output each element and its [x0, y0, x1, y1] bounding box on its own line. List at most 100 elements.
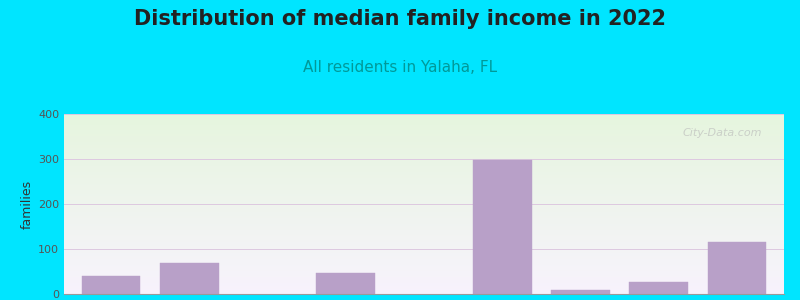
Bar [64, 180, 784, 181]
Bar [64, 260, 784, 262]
Bar [64, 268, 784, 269]
Bar [64, 143, 784, 144]
Bar [64, 214, 784, 215]
Bar [64, 192, 784, 193]
Bar [64, 158, 784, 160]
Bar [64, 236, 784, 238]
Bar [64, 138, 784, 139]
Bar [64, 193, 784, 194]
Bar [64, 205, 784, 206]
Bar [64, 162, 784, 163]
Bar [64, 173, 784, 174]
Bar [64, 198, 784, 199]
Bar [64, 191, 784, 192]
Bar [64, 274, 784, 275]
Bar [64, 242, 784, 244]
Bar [64, 128, 784, 130]
Bar [64, 161, 784, 162]
Bar [64, 226, 784, 227]
Bar [64, 204, 784, 205]
Bar [64, 160, 784, 161]
Bar [64, 266, 784, 268]
Bar [64, 293, 784, 294]
Bar [64, 142, 784, 143]
Bar [64, 185, 784, 186]
Text: City-Data.com: City-Data.com [683, 128, 762, 138]
Bar [64, 257, 784, 258]
Bar [64, 263, 784, 264]
Bar [64, 156, 784, 157]
Bar [64, 132, 784, 133]
Bar [64, 277, 784, 278]
Bar [64, 127, 784, 128]
Text: All residents in Yalaha, FL: All residents in Yalaha, FL [303, 60, 497, 75]
Bar [64, 276, 784, 277]
Bar [64, 271, 784, 272]
Bar [64, 194, 784, 196]
Bar [64, 275, 784, 276]
Bar [64, 181, 784, 182]
Bar [64, 122, 784, 124]
Bar [64, 229, 784, 230]
Bar [64, 124, 784, 125]
Bar [64, 115, 784, 116]
Bar [64, 220, 784, 221]
Bar [64, 151, 784, 152]
Bar [64, 210, 784, 211]
Bar [64, 216, 784, 217]
Bar [64, 282, 784, 283]
Bar [64, 139, 784, 140]
Bar [64, 167, 784, 168]
Bar [64, 289, 784, 290]
Bar [64, 169, 784, 170]
Bar [64, 178, 784, 179]
Bar [64, 283, 784, 284]
Bar [64, 265, 784, 266]
Bar [316, 273, 375, 294]
Bar [64, 176, 784, 178]
Bar [64, 206, 784, 208]
Bar [64, 179, 784, 180]
Bar [64, 258, 784, 259]
Bar [64, 264, 784, 265]
Bar [64, 209, 784, 210]
Bar [64, 245, 784, 246]
Bar [64, 218, 784, 220]
Bar [64, 131, 784, 132]
Bar [64, 208, 784, 209]
Bar [64, 278, 784, 280]
Bar [64, 223, 784, 224]
Bar [64, 166, 784, 167]
Bar [64, 130, 784, 131]
Bar [64, 202, 784, 203]
Bar [64, 121, 784, 122]
Bar [64, 235, 784, 236]
Bar [64, 157, 784, 158]
Bar [64, 199, 784, 200]
Bar [64, 203, 784, 204]
Bar [64, 234, 784, 235]
Bar [64, 118, 784, 119]
Bar [64, 146, 784, 148]
Bar [64, 190, 784, 191]
Bar [64, 197, 784, 198]
Bar [64, 163, 784, 164]
Bar [64, 211, 784, 212]
Bar [64, 144, 784, 145]
Bar [708, 242, 766, 294]
Bar [64, 126, 784, 127]
Bar [64, 155, 784, 156]
Bar [64, 200, 784, 202]
Bar [64, 150, 784, 151]
Bar [64, 239, 784, 240]
Bar [64, 134, 784, 136]
Bar [64, 248, 784, 250]
Bar [64, 186, 784, 187]
Text: Distribution of median family income in 2022: Distribution of median family income in … [134, 9, 666, 29]
Y-axis label: families: families [21, 179, 34, 229]
Bar [64, 254, 784, 256]
Bar [64, 284, 784, 286]
Bar [64, 154, 784, 155]
Bar [64, 286, 784, 287]
Bar [64, 145, 784, 146]
